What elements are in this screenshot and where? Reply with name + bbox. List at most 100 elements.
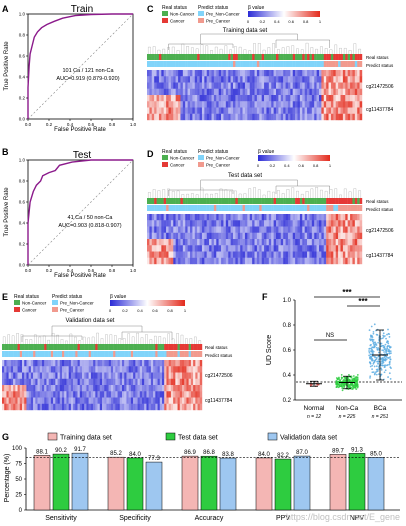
heatmap-cell bbox=[333, 214, 336, 221]
heatmap-cell bbox=[170, 214, 174, 221]
heatmap-cell bbox=[225, 88, 229, 96]
heatmap-cell bbox=[178, 101, 181, 108]
heatmap-cell bbox=[252, 220, 255, 227]
heatmap-cell bbox=[240, 70, 243, 77]
heatmap-cell bbox=[292, 257, 296, 265]
heatmap-cell bbox=[321, 220, 324, 227]
heatmap-cell bbox=[228, 257, 231, 265]
dendrogram-branch bbox=[82, 336, 86, 344]
real-status-cell bbox=[161, 54, 164, 60]
predict-status-cell bbox=[237, 205, 241, 211]
heatmap-cell bbox=[17, 403, 20, 411]
heatmap-cell bbox=[95, 403, 98, 411]
heatmap-cell bbox=[113, 403, 116, 411]
real-status-cell bbox=[168, 54, 172, 60]
heatmap-cell bbox=[139, 397, 143, 404]
heatmap-cell bbox=[335, 113, 339, 121]
c-dendrogram bbox=[148, 33, 361, 54]
heatmap-cell bbox=[254, 251, 258, 258]
heatmap-cell bbox=[321, 232, 324, 240]
heatmap-cell bbox=[314, 257, 317, 265]
heatmap-cell bbox=[154, 226, 157, 233]
heatmap-cell bbox=[180, 95, 184, 102]
predict-status-cell bbox=[287, 205, 291, 211]
f-dot bbox=[372, 361, 375, 364]
heatmap-cell bbox=[68, 391, 72, 398]
heatmap-cell bbox=[199, 239, 203, 246]
f-dot bbox=[338, 385, 341, 388]
heatmap-cell bbox=[295, 239, 298, 246]
heatmap-cell bbox=[242, 76, 246, 83]
heatmap-cell bbox=[13, 360, 16, 367]
g-bar-value-label: 89.7 bbox=[332, 448, 344, 454]
heatmap-cell bbox=[156, 220, 160, 227]
heatmap-cell bbox=[170, 372, 174, 379]
heatmap-cell bbox=[164, 385, 167, 392]
heatmap-cell bbox=[184, 366, 187, 373]
g-bar bbox=[52, 453, 70, 511]
real-status-cell bbox=[357, 198, 360, 204]
heatmap-cell bbox=[146, 366, 149, 373]
x-tick-label: 0.0 bbox=[25, 268, 32, 273]
dendrogram-branch bbox=[114, 335, 117, 344]
dendrogram-branch bbox=[262, 49, 266, 54]
heatmap-cell bbox=[347, 226, 351, 233]
predict-status-cell bbox=[155, 351, 158, 357]
heatmap-cell bbox=[108, 372, 112, 379]
heatmap-cell bbox=[354, 95, 358, 102]
heatmap-cell bbox=[156, 70, 160, 77]
heatmap-cell bbox=[19, 378, 23, 386]
heatmap-cell bbox=[66, 366, 69, 373]
heatmap-cell bbox=[113, 378, 116, 386]
heatmap-cell bbox=[170, 378, 174, 386]
heatmap-cell bbox=[287, 70, 291, 77]
heatmap-cell bbox=[147, 107, 150, 114]
f-dot bbox=[349, 382, 352, 385]
heatmap-cell bbox=[247, 220, 250, 227]
heatmap-cell bbox=[175, 360, 178, 367]
heatmap-cell bbox=[37, 372, 40, 379]
heatmap-cell bbox=[119, 366, 123, 373]
heatmap-cell bbox=[197, 76, 200, 83]
heatmap-cell bbox=[309, 251, 313, 258]
heatmap-cell bbox=[206, 214, 210, 221]
real-status-cell bbox=[190, 198, 193, 204]
real-status-cell bbox=[156, 198, 160, 204]
heatmap-cell bbox=[77, 385, 80, 392]
heatmap-cell bbox=[77, 378, 80, 386]
heatmap-cell bbox=[335, 245, 339, 252]
heatmap-cell bbox=[75, 378, 78, 386]
dendrogram-branch bbox=[191, 193, 194, 198]
heatmap-cell bbox=[297, 220, 301, 227]
heatmap-cell bbox=[190, 397, 194, 404]
heatmap-cell bbox=[149, 251, 152, 258]
f-dot bbox=[375, 343, 377, 345]
heatmap-cell bbox=[93, 403, 96, 411]
predict-status-cell bbox=[93, 351, 96, 357]
dendrogram-branch bbox=[267, 47, 271, 54]
heatmap-cell bbox=[28, 366, 32, 373]
f-dot bbox=[372, 330, 375, 333]
heatmap-cell bbox=[179, 366, 183, 373]
heatmap-cell bbox=[340, 232, 344, 240]
heatmap-cell bbox=[342, 88, 346, 96]
heatmap-cell bbox=[261, 226, 265, 233]
real-status-cell bbox=[256, 54, 260, 60]
heatmap-cell bbox=[309, 88, 313, 96]
heatmap-cell bbox=[354, 82, 358, 89]
heatmap-cell bbox=[359, 220, 363, 227]
heatmap-cell bbox=[307, 214, 310, 221]
heatmap-cell bbox=[139, 360, 143, 367]
f-dot bbox=[384, 369, 387, 372]
heatmap-cell bbox=[73, 360, 76, 367]
heatmap-cell bbox=[168, 76, 172, 83]
heatmap-cell bbox=[225, 232, 229, 240]
heatmap-cell bbox=[233, 214, 236, 221]
real-status-cell bbox=[119, 344, 123, 350]
heatmap-cell bbox=[244, 220, 248, 227]
e-cancer-label: Cancer bbox=[22, 308, 37, 313]
heatmap-cell bbox=[187, 101, 191, 108]
predict-status-cell bbox=[55, 351, 58, 357]
real-status-cell bbox=[280, 198, 284, 204]
